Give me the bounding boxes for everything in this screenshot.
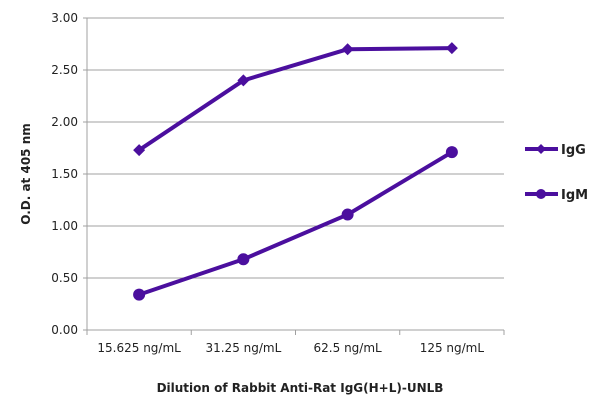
y-tick-label: 0.50 [51, 271, 78, 285]
y-tick-label: 1.50 [51, 167, 78, 181]
series-line-igg [138, 46, 452, 152]
diamond-marker [536, 144, 546, 154]
y-tick-label: 1.00 [51, 219, 78, 233]
x-axis-label: Dilution of Rabbit Anti-Rat IgG(H+L)-UNL… [157, 381, 444, 395]
circle-marker [237, 253, 250, 266]
x-tick-label: 31.25 ng/mL [205, 341, 281, 355]
y-axis-label: O.D. at 405 nm [19, 123, 33, 224]
diamond-marker [445, 42, 458, 55]
y-tick-label: 2.50 [51, 63, 78, 77]
diamond-marker [133, 144, 146, 157]
legend-label-igg: IgG [561, 143, 586, 158]
y-tick-label: 0.00 [51, 323, 78, 337]
series-line-igm [138, 150, 453, 297]
x-tick-label: 62.5 ng/mL [314, 341, 382, 355]
circle-marker [133, 288, 146, 301]
diamond-marker [237, 74, 250, 87]
y-tick-label: 3.00 [51, 11, 78, 25]
circle-marker [445, 146, 458, 159]
y-tick-label: 2.00 [51, 115, 78, 129]
circle-marker [341, 208, 354, 221]
diamond-marker [341, 43, 354, 56]
legend-label-igm: IgM [561, 188, 588, 203]
x-tick-label: 15.625 ng/mL [97, 341, 181, 355]
circle-marker [536, 189, 546, 199]
x-tick-label: 125 ng/mL [420, 341, 485, 355]
